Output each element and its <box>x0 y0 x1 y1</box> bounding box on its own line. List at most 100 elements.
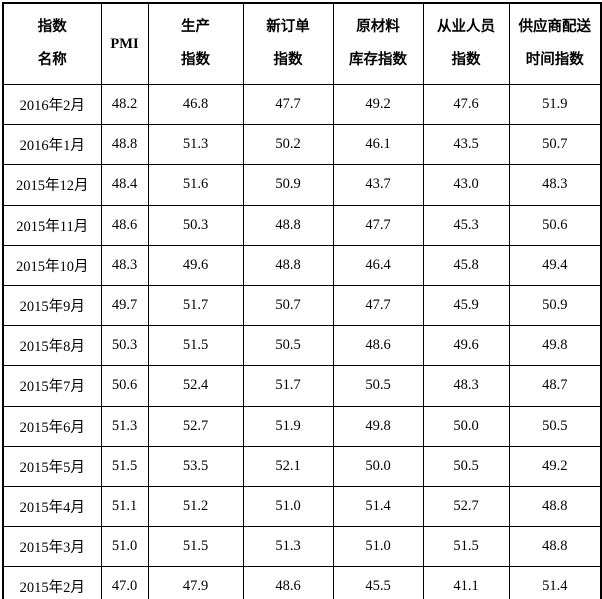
cell-production-index: 46.8 <box>147 83 244 126</box>
table-row: 2016年1月 48.8 51.3 50.2 46.1 43.5 50.7 <box>2 124 602 166</box>
cell-raw-materials-inventory-index: 49.2 <box>332 83 424 126</box>
table-row: 2015年7月 50.6 52.4 51.7 50.5 48.3 48.7 <box>2 365 602 407</box>
row-month: 2015年5月 <box>2 445 102 487</box>
cell-pmi: 51.1 <box>100 485 149 528</box>
cell-raw-materials-inventory-index: 50.5 <box>332 365 424 407</box>
row-month: 2015年3月 <box>2 526 102 568</box>
row-month: 2015年4月 <box>2 485 102 528</box>
cell-employment-index: 43.0 <box>422 164 510 206</box>
cell-new-orders-index: 51.9 <box>242 405 334 447</box>
row-month: 2016年1月 <box>2 124 102 166</box>
cell-employment-index: 45.3 <box>422 204 510 246</box>
cell-pmi: 51.3 <box>100 405 149 447</box>
header-line: 指数 <box>37 19 67 35</box>
cell-pmi: 51.0 <box>100 526 149 568</box>
cell-new-orders-index: 51.0 <box>242 485 334 528</box>
cell-pmi: 50.6 <box>100 365 149 407</box>
cell-supplier-delivery-time-index: 49.4 <box>508 244 602 286</box>
cell-supplier-delivery-time-index: 50.6 <box>508 204 602 246</box>
cell-raw-materials-inventory-index: 45.5 <box>332 566 424 599</box>
row-month: 2015年11月 <box>2 204 102 246</box>
cell-employment-index: 45.9 <box>422 284 510 327</box>
cell-supplier-delivery-time-index: 51.9 <box>508 83 602 126</box>
cell-supplier-delivery-time-index: 48.7 <box>508 365 602 407</box>
cell-new-orders-index: 51.3 <box>242 526 334 568</box>
cell-raw-materials-inventory-index: 48.6 <box>332 325 424 367</box>
cell-production-index: 52.4 <box>147 365 244 407</box>
header-line: 生产 <box>181 19 210 35</box>
cell-new-orders-index: 47.7 <box>242 83 334 126</box>
cell-production-index: 47.9 <box>147 566 244 599</box>
cell-raw-materials-inventory-index: 51.0 <box>332 526 424 568</box>
cell-supplier-delivery-time-index: 50.7 <box>508 124 602 166</box>
cell-employment-index: 47.6 <box>422 83 510 126</box>
header-employment-index: 从业人员 指数 <box>422 2 510 85</box>
row-month: 2015年10月 <box>2 244 102 286</box>
row-month: 2015年7月 <box>2 365 102 407</box>
cell-new-orders-index: 51.7 <box>242 365 334 407</box>
row-month: 2015年2月 <box>2 566 102 599</box>
header-line: 原材料 <box>356 19 400 35</box>
header-production-index: 生产 指数 <box>147 2 244 85</box>
cell-employment-index: 52.7 <box>422 485 510 528</box>
header-line: 库存指数 <box>349 52 407 68</box>
cell-production-index: 51.6 <box>147 164 244 206</box>
table-row: 2015年12月 48.4 51.6 50.9 43.7 43.0 48.3 <box>2 164 602 206</box>
header-line: 从业人员 <box>437 19 495 35</box>
cell-new-orders-index: 50.9 <box>242 164 334 206</box>
cell-raw-materials-inventory-index: 51.4 <box>332 485 424 528</box>
cell-raw-materials-inventory-index: 49.8 <box>332 405 424 447</box>
cell-raw-materials-inventory-index: 47.7 <box>332 204 424 246</box>
row-month: 2015年6月 <box>2 405 102 447</box>
cell-pmi: 48.6 <box>100 204 149 246</box>
cell-production-index: 51.5 <box>147 325 244 367</box>
row-month: 2015年8月 <box>2 325 102 367</box>
cell-supplier-delivery-time-index: 50.9 <box>508 284 602 327</box>
cell-production-index: 53.5 <box>147 445 244 487</box>
cell-supplier-delivery-time-index: 51.4 <box>508 566 602 599</box>
cell-production-index: 51.7 <box>147 284 244 327</box>
cell-employment-index: 41.1 <box>422 566 510 599</box>
table-row: 2015年8月 50.3 51.5 50.5 48.6 49.6 49.8 <box>2 325 602 367</box>
cell-employment-index: 43.5 <box>422 124 510 166</box>
header-line: 指数 <box>273 52 303 68</box>
row-month: 2016年2月 <box>2 83 102 126</box>
cell-new-orders-index: 48.6 <box>242 566 334 599</box>
header-raw-materials-inventory-index: 原材料 库存指数 <box>332 2 424 85</box>
cell-pmi: 47.0 <box>100 566 149 599</box>
cell-new-orders-index: 50.7 <box>242 284 334 327</box>
cell-supplier-delivery-time-index: 49.2 <box>508 445 602 487</box>
table-row: 2016年2月 48.2 46.8 47.7 49.2 47.6 51.9 <box>2 83 602 126</box>
cell-supplier-delivery-time-index: 48.8 <box>508 485 602 528</box>
header-line: 指数 <box>181 52 210 68</box>
cell-raw-materials-inventory-index: 50.0 <box>332 445 424 487</box>
cell-new-orders-index: 50.2 <box>242 124 334 166</box>
table-row: 2015年4月 51.1 51.2 51.0 51.4 52.7 48.8 <box>2 485 602 528</box>
cell-new-orders-index: 52.1 <box>242 445 334 487</box>
header-line: 新订单 <box>266 19 310 35</box>
cell-raw-materials-inventory-index: 46.4 <box>332 244 424 286</box>
header-index-name: 指数 名称 <box>2 2 102 85</box>
cell-raw-materials-inventory-index: 47.7 <box>332 284 424 327</box>
header-line: 指数 <box>451 52 481 68</box>
header-row: 指数 名称 PMI 生产 指数 新订单 指数 原材料 库存指数 <box>2 2 602 85</box>
table-row: 2015年2月 47.0 47.9 48.6 45.5 41.1 51.4 <box>2 566 602 599</box>
cell-employment-index: 48.3 <box>422 365 510 407</box>
cell-pmi: 48.4 <box>100 164 149 206</box>
header-line: PMI <box>110 35 139 52</box>
cell-pmi: 48.3 <box>100 244 149 286</box>
cell-production-index: 49.6 <box>147 244 244 286</box>
cell-supplier-delivery-time-index: 49.8 <box>508 325 602 367</box>
cell-pmi: 50.3 <box>100 325 149 367</box>
table-row: 2015年6月 51.3 52.7 51.9 49.8 50.0 50.5 <box>2 405 602 447</box>
cell-raw-materials-inventory-index: 46.1 <box>332 124 424 166</box>
table-body: 2016年2月 48.2 46.8 47.7 49.2 47.6 51.9 20… <box>2 83 602 599</box>
cell-production-index: 50.3 <box>147 204 244 246</box>
cell-new-orders-index: 48.8 <box>242 244 334 286</box>
cell-supplier-delivery-time-index: 48.8 <box>508 526 602 568</box>
cell-pmi: 48.2 <box>100 83 149 126</box>
row-month: 2015年9月 <box>2 284 102 327</box>
table-row: 2015年5月 51.5 53.5 52.1 50.0 50.5 49.2 <box>2 445 602 487</box>
